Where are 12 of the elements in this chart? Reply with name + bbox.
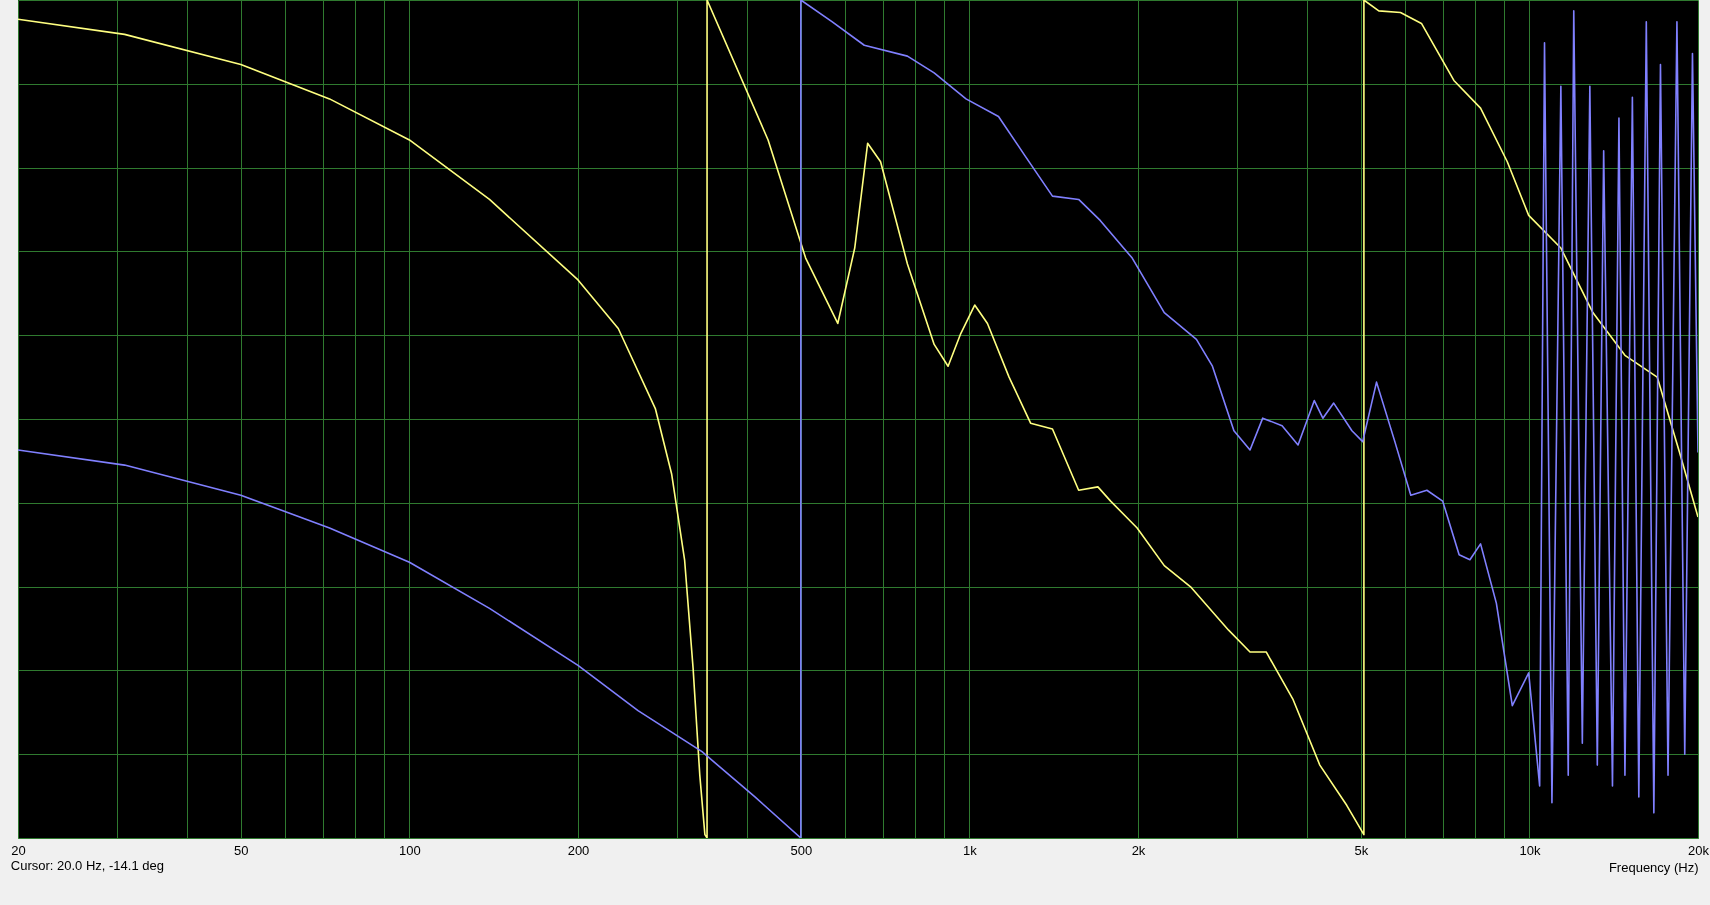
x-tick-label: 200 [567, 842, 590, 858]
x-tick-label: 10k [1519, 842, 1541, 858]
x-tick-label: 100 [399, 842, 421, 858]
x-tick-label: 2k [1131, 842, 1146, 858]
x-tick-label: 500 [790, 842, 813, 858]
x-axis-title: Frequency (Hz) [1608, 859, 1699, 875]
x-tick-label: 20k [1688, 842, 1710, 858]
x-tick-label: 5k [1354, 842, 1369, 858]
x-tick-label: 20 [11, 842, 26, 858]
x-tick-label: 1k [963, 842, 978, 858]
text: Cursor: 20.0 Hz, -14.1 deg [10, 858, 164, 873]
x-tick-label: 50 [234, 842, 249, 858]
